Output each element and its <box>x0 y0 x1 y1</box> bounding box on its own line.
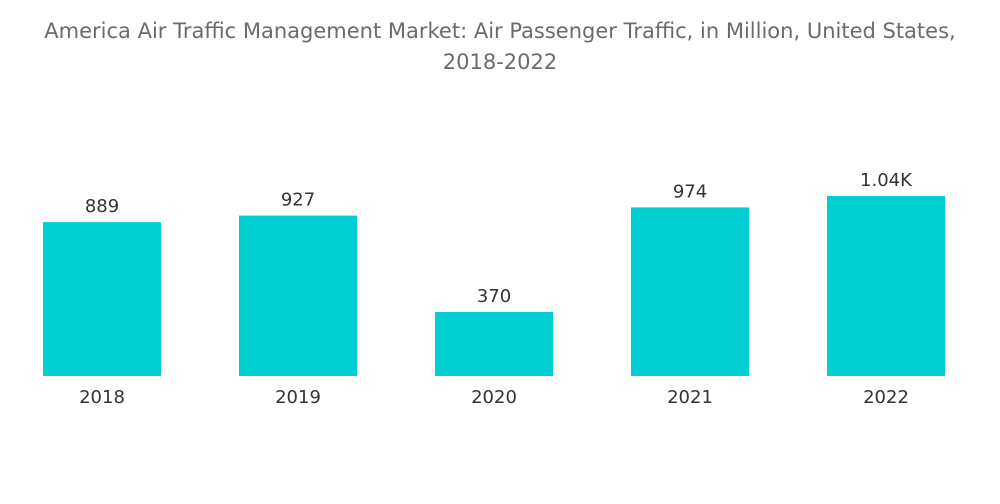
bar-2020 <box>435 312 553 376</box>
value-label-2020: 370 <box>477 286 511 307</box>
bar-2022 <box>827 196 945 376</box>
x-tick-label-2020: 2020 <box>471 387 517 408</box>
value-label-2018: 889 <box>85 196 119 217</box>
chart-title: America Air Traffic Management Market: A… <box>0 16 1000 78</box>
value-label-2022: 1.04K <box>860 170 913 191</box>
x-tick-label-2021: 2021 <box>667 387 713 408</box>
value-label-2021: 974 <box>673 181 707 202</box>
bar-2021 <box>631 207 749 376</box>
x-tick-label-2022: 2022 <box>863 387 909 408</box>
x-tick-label-2018: 2018 <box>79 387 125 408</box>
x-tick-label-2019: 2019 <box>275 387 321 408</box>
bar-2018 <box>43 222 161 376</box>
bar-2019 <box>239 215 357 376</box>
chart-title-line-1: America Air Traffic Management Market: A… <box>44 19 956 43</box>
chart-title-line-2: 2018-2022 <box>442 50 558 74</box>
value-label-2019: 927 <box>281 190 315 211</box>
